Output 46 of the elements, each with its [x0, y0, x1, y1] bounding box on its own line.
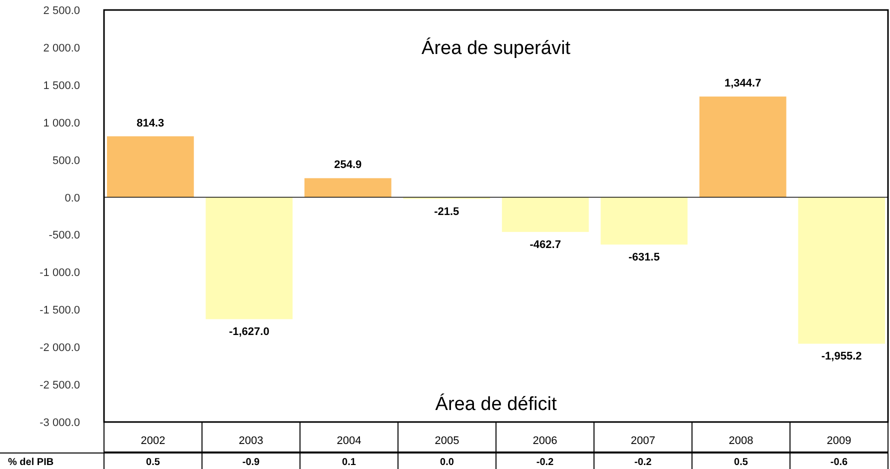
x-tick-label: 2005: [434, 435, 460, 447]
text: -0.9: [242, 457, 260, 468]
text: -0.2: [536, 457, 554, 468]
text: -0.2: [634, 457, 652, 468]
x-tick-label: 2002: [140, 435, 166, 447]
bar: [798, 197, 886, 344]
text: 0.0: [440, 457, 454, 468]
x-tick-label: 2006: [532, 435, 558, 447]
y-tick-label: -500.0: [48, 230, 80, 242]
y-tick-label: 0.0: [64, 192, 80, 204]
x-tick-label: 2004: [336, 435, 362, 447]
data-label: 1,344.7: [724, 78, 762, 90]
y-tick-label: 500.0: [52, 154, 80, 167]
data-label: -1,955.2: [821, 350, 862, 363]
data-label: -462.7: [530, 238, 561, 251]
bar: [600, 197, 688, 245]
y-tick-label: 1 500.0: [43, 80, 80, 92]
bar: [502, 197, 589, 232]
bar: [106, 136, 194, 198]
text: -0.6: [830, 457, 848, 468]
x-tick-label: 2007: [630, 435, 656, 447]
data-label: -631.5: [628, 252, 660, 264]
text: 0.1: [342, 457, 356, 468]
y-tick-label: 2 500.0: [43, 5, 80, 17]
data-label: 814.3: [136, 117, 164, 130]
annotation: Área de déficit: [435, 393, 558, 415]
bar: [699, 96, 786, 198]
y-tick-label: -3 000.0: [40, 417, 80, 429]
y-tick-label: 1 000.0: [43, 117, 80, 130]
text: 0.5: [146, 457, 160, 468]
data-label: -21.5: [434, 206, 460, 218]
annotation: Área de superávit: [422, 37, 572, 59]
x-tick-label: 2003: [238, 435, 264, 447]
bar: [304, 178, 392, 198]
text: 0.5: [734, 457, 748, 468]
data-label: -1,627.0: [228, 326, 270, 338]
y-tick-label: -2 000.0: [40, 342, 80, 354]
text: % del PIB: [8, 457, 54, 468]
bar: [206, 197, 293, 320]
y-tick-label: 2 000.0: [43, 42, 80, 54]
data-label: 254.9: [334, 159, 362, 172]
x-tick-label: 2009: [826, 435, 852, 447]
x-tick-label: 2008: [728, 435, 754, 447]
y-tick-label: -2 500.0: [40, 380, 80, 392]
y-tick-label: -1 500.0: [40, 304, 80, 317]
y-tick-label: -1 000.0: [40, 267, 80, 280]
